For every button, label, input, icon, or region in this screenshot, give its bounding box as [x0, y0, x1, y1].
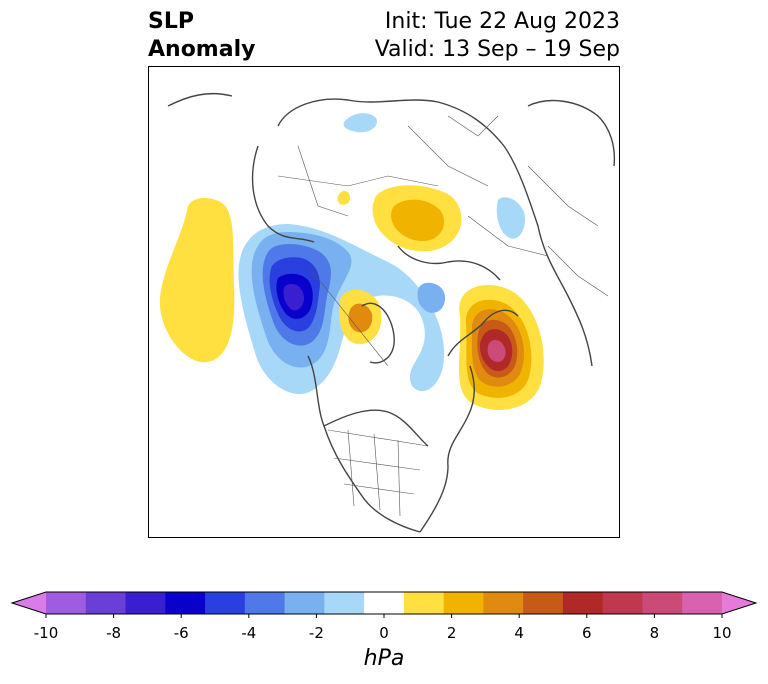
- colorbar-segment: [284, 592, 325, 614]
- init-date: Init: Tue 22 Aug 2023: [384, 9, 620, 34]
- colorbar-tick-label: 0: [379, 624, 389, 642]
- colorbar-tick-label: 2: [446, 624, 457, 642]
- anomaly-high-siberia-inner: [391, 199, 445, 242]
- colorbar-segment: [642, 592, 683, 614]
- date-info: Init: Tue 22 Aug 2023 Valid: 13 Sep – 19…: [375, 8, 620, 64]
- title-line-2: Anomaly: [148, 37, 256, 62]
- colorbar-unit: hPa: [363, 646, 405, 671]
- anomaly-map: [148, 66, 620, 538]
- anomaly-high-pacific: [159, 198, 235, 363]
- anomaly-high-atlantic-core: [487, 340, 506, 362]
- colorbar-segment: [483, 592, 524, 614]
- map-title: SLP Anomaly: [148, 8, 255, 64]
- title-line-1: SLP: [148, 9, 194, 34]
- colorbar-segment: [125, 592, 166, 614]
- colorbar: [10, 591, 758, 618]
- colorbar-tick-label: -4: [241, 624, 257, 642]
- anomaly-high-hudson-inner: [348, 303, 373, 333]
- colorbar-segment: [602, 592, 643, 614]
- anomaly-low-center: [283, 284, 304, 311]
- colorbar-tick-label: -6: [173, 624, 189, 642]
- colorbar-tick-label: -8: [106, 624, 122, 642]
- colorbar-tick-label: -2: [308, 624, 324, 642]
- colorbar-segment: [364, 592, 405, 614]
- political-borders: [277, 115, 609, 517]
- anomaly-high-alaska: [337, 190, 350, 205]
- colorbar-segment: [85, 592, 127, 614]
- colorbar-segment: [46, 592, 87, 614]
- colorbar-segment: [562, 592, 604, 614]
- colorbar-extend-high: [722, 592, 756, 614]
- colorbar-tick-label: 8: [649, 624, 660, 642]
- coastlines: [167, 92, 616, 533]
- colorbar-tick-label: -10: [33, 624, 59, 642]
- valid-date: Valid: 13 Sep – 19 Sep: [374, 37, 620, 62]
- colorbar-segment: [244, 592, 286, 614]
- colorbar-segment: [324, 592, 365, 614]
- colorbar-tick-label: 6: [582, 624, 592, 642]
- anomaly-low-siberia: [496, 197, 526, 239]
- anomaly-low-east: [417, 282, 446, 313]
- colorbar-extend-low: [12, 592, 46, 614]
- colorbar-segment: [682, 592, 723, 614]
- colorbar-segment: [443, 592, 484, 614]
- colorbar-tick-label: 10: [712, 624, 732, 642]
- anomaly-low-north: [343, 113, 377, 133]
- colorbar-segment: [165, 592, 206, 614]
- colorbar-segment: [403, 592, 445, 614]
- colorbar-tick-label: 4: [514, 624, 524, 642]
- colorbar-segment: [523, 592, 564, 614]
- colorbar-segment: [205, 592, 246, 614]
